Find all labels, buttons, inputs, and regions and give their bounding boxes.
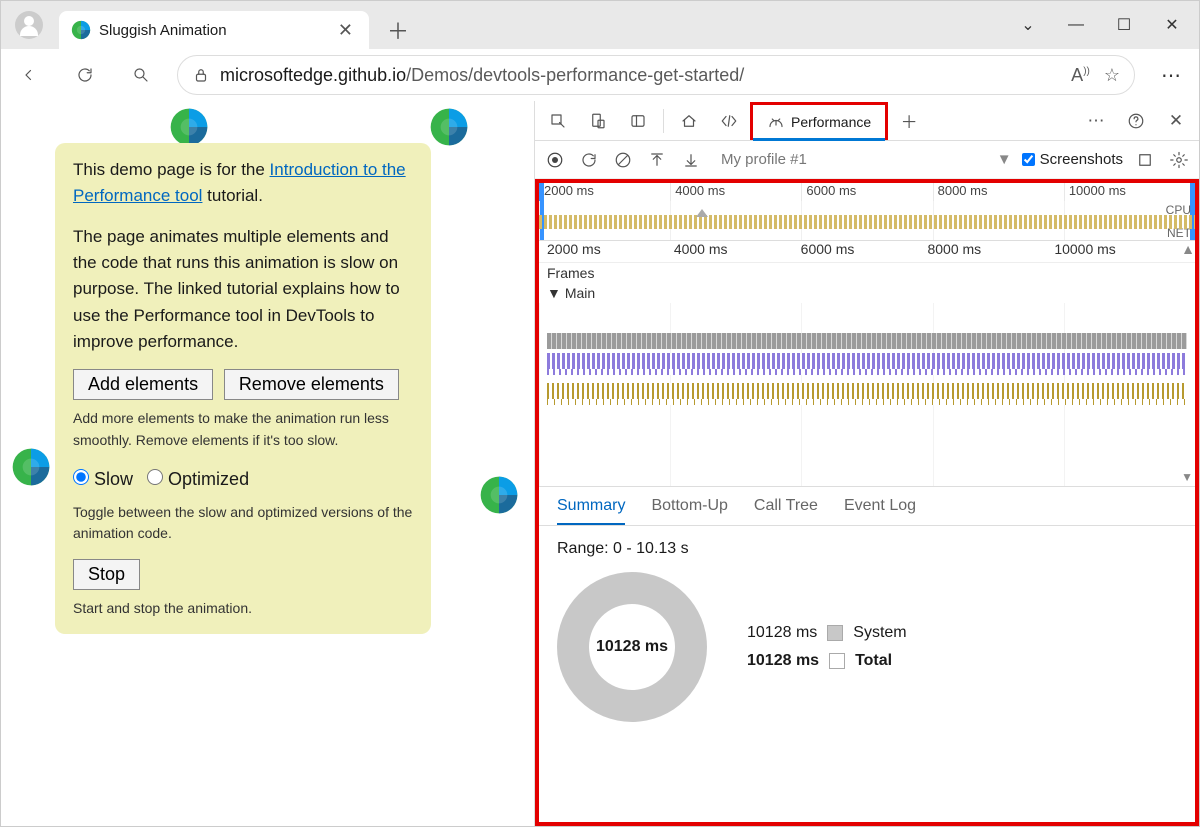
elements-icon[interactable] (710, 102, 748, 140)
read-aloud-icon[interactable]: A)) (1071, 65, 1090, 86)
favorite-icon[interactable]: ☆ (1104, 65, 1120, 86)
devtools-close-icon[interactable]: ✕ (1157, 102, 1195, 140)
page-viewport: This demo page is for the Introduction t… (1, 101, 534, 826)
summary-tabs: Summary Bottom-Up Call Tree Event Log (539, 487, 1195, 526)
device-icon[interactable] (579, 102, 617, 140)
tab-summary[interactable]: Summary (557, 497, 625, 525)
legend-total-ms: 10128 ms (747, 652, 819, 670)
memory-icon[interactable] (1133, 148, 1157, 172)
demo-card: This demo page is for the Introduction t… (55, 143, 431, 634)
swatch-system (827, 625, 843, 641)
floating-edge-icon (479, 475, 519, 515)
timeline-overview[interactable]: 2000 ms 4000 ms 6000 ms 8000 ms 10000 ms… (539, 183, 1195, 241)
add-elements-button[interactable]: Add elements (73, 369, 213, 400)
settings-icon[interactable] (1167, 148, 1191, 172)
slow-radio[interactable]: Slow (73, 466, 133, 494)
address-bar[interactable]: microsoftedge.github.io/Demos/devtools-p… (177, 55, 1135, 95)
tab-bottom-up[interactable]: Bottom-Up (651, 497, 727, 525)
performance-tab-label: Performance (791, 114, 871, 130)
close-button[interactable]: ✕ (1149, 6, 1195, 44)
download-button[interactable] (679, 148, 703, 172)
performance-icon (767, 113, 785, 131)
tab-event-log[interactable]: Event Log (844, 497, 916, 525)
performance-recording-area: 2000 ms 4000 ms 6000 ms 8000 ms 10000 ms… (535, 179, 1199, 826)
tab-performance[interactable]: Performance (750, 102, 888, 140)
floating-edge-icon (169, 107, 209, 147)
scroll-up-icon[interactable]: ▲ (1173, 241, 1195, 262)
sidebar-icon[interactable] (619, 102, 657, 140)
legend-system-label: System (853, 624, 906, 642)
profile-avatar[interactable] (15, 11, 43, 39)
record-button[interactable] (543, 148, 567, 172)
hint-text: Start and stop the animation. (73, 598, 413, 620)
scroll-down-icon[interactable]: ▼ (1181, 470, 1193, 484)
floating-edge-icon (429, 107, 469, 147)
add-tab-button[interactable]: ＋ (890, 102, 928, 140)
devtools-tabbar: Performance ＋ ⋯ ✕ (535, 101, 1199, 141)
back-button[interactable] (9, 55, 49, 95)
intro-text: This demo page is for the (73, 160, 270, 179)
url-path: /Demos/devtools-performance-get-started/ (406, 65, 744, 85)
minimize-button[interactable]: — (1053, 6, 1099, 44)
tab-close-icon[interactable]: ✕ (332, 18, 359, 43)
edge-icon (71, 20, 91, 40)
browser-navbar: microsoftedge.github.io/Demos/devtools-p… (1, 49, 1199, 101)
inspect-icon[interactable] (539, 102, 577, 140)
floating-edge-icon (11, 447, 51, 487)
description-text: The page animates multiple elements and … (73, 224, 413, 356)
more-icon[interactable]: ⋯ (1077, 102, 1115, 140)
reload-record-button[interactable] (577, 148, 601, 172)
performance-toolbar: My profile #1 ▼ Screenshots (535, 141, 1199, 179)
tab-title: Sluggish Animation (99, 22, 324, 39)
legend-total-label: Total (855, 652, 892, 670)
overview-ruler: 2000 ms 4000 ms 6000 ms 8000 ms 10000 ms (539, 183, 1195, 201)
summary-donut-chart: 10128 ms (557, 572, 707, 722)
remove-elements-button[interactable]: Remove elements (224, 369, 399, 400)
main-track-label[interactable]: ▼ Main (539, 283, 1195, 303)
stop-button[interactable]: Stop (73, 559, 140, 590)
browser-tab[interactable]: Sluggish Animation ✕ (59, 11, 369, 49)
hint-text: Add more elements to make the animation … (73, 408, 413, 451)
swatch-total (829, 653, 845, 669)
frames-track-label[interactable]: Frames (539, 263, 1195, 283)
lock-icon (192, 66, 210, 84)
menu-button[interactable]: ⋯ (1151, 55, 1191, 95)
browser-titlebar: Sluggish Animation ✕ ＋ ⌄ — ☐ ✕ (1, 1, 1199, 49)
profile-dropdown-icon[interactable]: ▼ (997, 151, 1012, 168)
optimized-radio[interactable]: Optimized (147, 466, 249, 494)
flame-chart[interactable]: ▼ (539, 303, 1195, 487)
search-button[interactable] (121, 55, 161, 95)
new-tab-button[interactable]: ＋ (381, 13, 415, 47)
detail-ruler: 2000 ms 4000 ms 6000 ms 8000 ms 10000 ms… (539, 241, 1195, 263)
screenshots-checkbox[interactable]: Screenshots (1022, 151, 1123, 168)
hint-text: Toggle between the slow and optimized ve… (73, 502, 413, 545)
summary-legend: 10128 ms System 10128 ms Total (747, 624, 907, 670)
reload-button[interactable] (65, 55, 105, 95)
profile-name[interactable]: My profile #1 (721, 151, 987, 168)
donut-center-value: 10128 ms (596, 638, 668, 656)
welcome-icon[interactable] (670, 102, 708, 140)
tab-call-tree[interactable]: Call Tree (754, 497, 818, 525)
range-label: Range: 0 - 10.13 s (557, 540, 1177, 558)
chevron-down-icon[interactable]: ⌄ (1005, 6, 1051, 44)
maximize-button[interactable]: ☐ (1101, 6, 1147, 44)
upload-button[interactable] (645, 148, 669, 172)
url-host: microsoftedge.github.io (220, 65, 406, 85)
intro-text-suffix: tutorial. (202, 186, 262, 205)
legend-system-ms: 10128 ms (747, 624, 817, 642)
devtools-panel: Performance ＋ ⋯ ✕ My profile #1 ▼ Screen… (534, 101, 1199, 826)
help-icon[interactable] (1117, 102, 1155, 140)
clear-button[interactable] (611, 148, 635, 172)
summary-body: Range: 0 - 10.13 s 10128 ms 10128 ms Sys… (539, 526, 1195, 822)
